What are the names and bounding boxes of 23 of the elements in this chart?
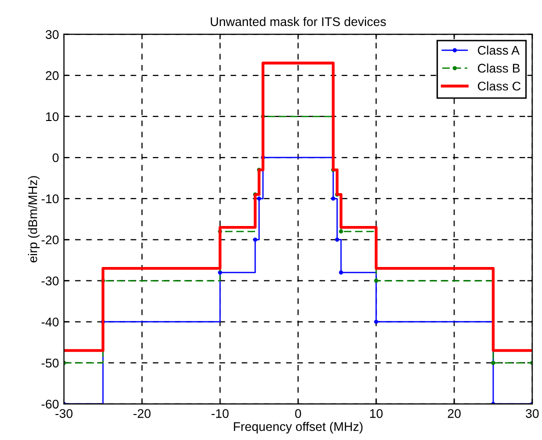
legend-label: Class B <box>478 63 520 73</box>
x-tick-label: -20 <box>134 409 151 418</box>
x-tick-label: 0 <box>295 409 302 418</box>
x-tick-label: 10 <box>370 409 383 418</box>
legend-label: Class A <box>478 46 520 55</box>
x-tick-label: 20 <box>448 409 461 418</box>
chart-title: Unwanted mask for ITS devices <box>210 16 386 26</box>
x-axis-title: Frequency offset (MHz) <box>234 422 363 434</box>
y-tick-label: -50 <box>42 358 59 368</box>
y-tick-label: -40 <box>42 318 59 326</box>
x-tick-label: -10 <box>212 409 229 418</box>
y-tick-label: -30 <box>42 276 59 286</box>
x-tick-label: -30 <box>55 409 72 418</box>
y-tick-label: 20 <box>46 71 59 80</box>
y-axis-title: eirp (dBm/MHz) <box>28 176 40 262</box>
legend-label: Class C <box>478 81 521 91</box>
y-tick-label: 30 <box>46 30 59 39</box>
y-tick-label: 10 <box>46 112 59 122</box>
y-tick-label: 0 <box>52 153 59 162</box>
y-tick-label: -10 <box>42 194 59 204</box>
y-tick-label: -20 <box>42 235 59 244</box>
y-tick-label: -60 <box>42 400 59 409</box>
x-tick-label: 30 <box>526 409 539 418</box>
